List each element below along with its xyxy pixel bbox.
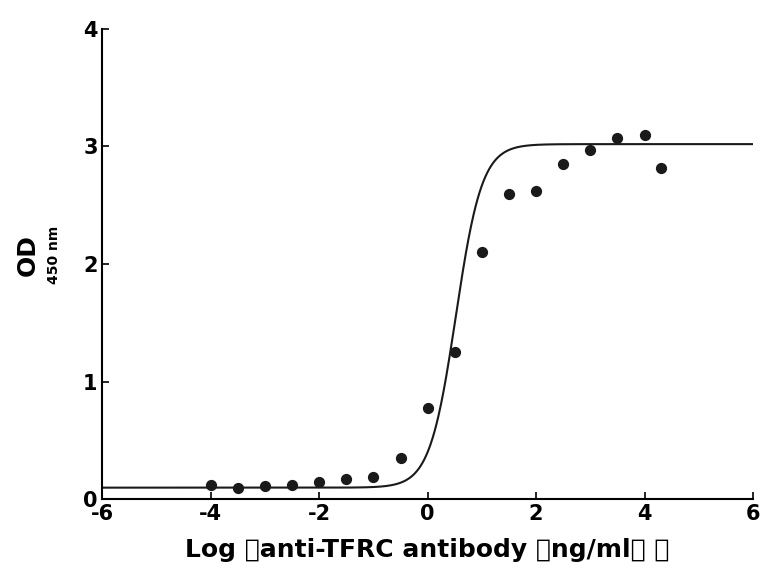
Point: [530, 187, 542, 196]
Point: [448, 347, 461, 357]
Point: [638, 130, 651, 139]
Point: [557, 160, 569, 169]
Point: [286, 480, 298, 490]
Point: [476, 248, 488, 257]
Point: [422, 403, 434, 412]
Point: [584, 145, 597, 154]
Point: [367, 472, 380, 482]
Point: [503, 189, 515, 198]
Point: [313, 477, 326, 486]
Point: [232, 483, 244, 492]
Point: [612, 134, 624, 143]
Text: 450 nm: 450 nm: [47, 226, 61, 284]
Point: [654, 163, 667, 173]
Point: [259, 482, 271, 491]
X-axis label: Log （anti-TFRC antibody （ng/ml） ）: Log （anti-TFRC antibody （ng/ml） ）: [186, 538, 670, 562]
Point: [205, 480, 217, 490]
Point: [394, 454, 407, 463]
Text: OD: OD: [16, 234, 40, 276]
Point: [340, 475, 352, 484]
